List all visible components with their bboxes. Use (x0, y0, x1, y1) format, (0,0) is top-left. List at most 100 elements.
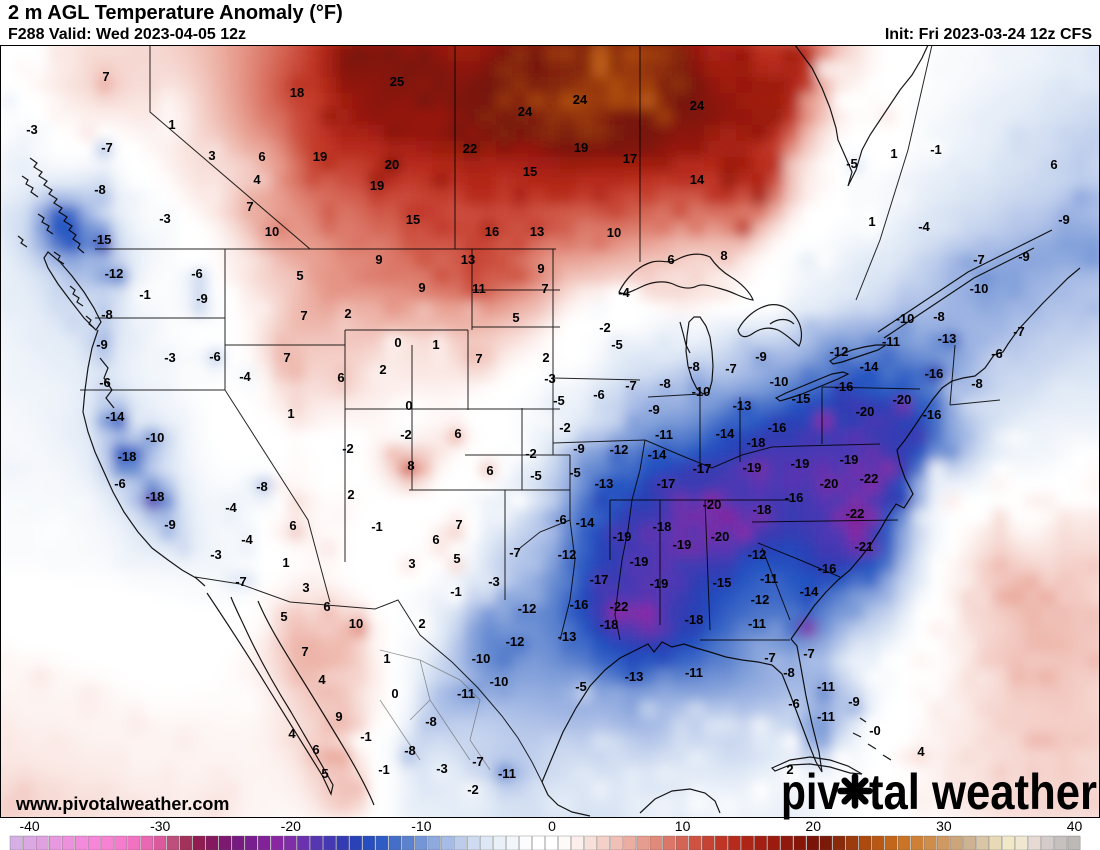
svg-text:-19: -19 (673, 537, 692, 552)
svg-text:7: 7 (301, 644, 308, 659)
svg-text:-14: -14 (860, 359, 880, 374)
svg-text:7: 7 (475, 351, 482, 366)
svg-text:5: 5 (321, 766, 328, 781)
svg-text:-14: -14 (716, 426, 736, 441)
svg-text:-7: -7 (509, 545, 521, 560)
svg-text:-20: -20 (856, 404, 875, 419)
svg-text:6: 6 (337, 370, 344, 385)
svg-text:-12: -12 (748, 547, 767, 562)
svg-text:-2: -2 (342, 441, 354, 456)
svg-text:8: 8 (720, 248, 727, 263)
svg-text:14: 14 (690, 172, 705, 187)
svg-text:10: 10 (265, 224, 279, 239)
svg-text:1: 1 (890, 146, 897, 161)
svg-text:-8: -8 (101, 307, 113, 322)
svg-text:-9: -9 (96, 337, 108, 352)
svg-text:9: 9 (375, 252, 382, 267)
svg-text:-11: -11 (882, 334, 900, 349)
svg-text:-5: -5 (569, 465, 581, 480)
svg-text:-18: -18 (600, 617, 619, 632)
svg-text:-9: -9 (164, 517, 176, 532)
svg-text:-19: -19 (630, 554, 649, 569)
svg-text:5: 5 (296, 268, 303, 283)
svg-text:6: 6 (486, 463, 493, 478)
svg-text:9: 9 (335, 709, 342, 724)
svg-text:-30: -30 (150, 818, 170, 834)
svg-text:5: 5 (512, 310, 519, 325)
svg-text:6: 6 (1050, 157, 1057, 172)
svg-text:-10: -10 (970, 281, 989, 296)
svg-text:-2: -2 (525, 446, 537, 461)
svg-text:-16: -16 (785, 490, 804, 505)
svg-text:15: 15 (523, 164, 537, 179)
svg-text:0: 0 (394, 335, 401, 350)
svg-text:13: 13 (461, 252, 475, 267)
svg-text:-40: -40 (19, 818, 39, 834)
svg-text:-12: -12 (506, 634, 525, 649)
svg-text:-2: -2 (599, 320, 611, 335)
svg-text:-14: -14 (800, 584, 820, 599)
svg-text:24: 24 (573, 92, 588, 107)
svg-text:6: 6 (312, 742, 319, 757)
svg-text:-12: -12 (518, 601, 537, 616)
svg-text:-11: -11 (655, 427, 673, 442)
svg-text:-13: -13 (938, 331, 957, 346)
svg-text:9: 9 (418, 280, 425, 295)
svg-text:4: 4 (253, 172, 261, 187)
svg-text:-7: -7 (725, 361, 737, 376)
svg-text:-11: -11 (498, 766, 516, 781)
svg-text:10: 10 (675, 818, 691, 834)
svg-text:-18: -18 (753, 502, 772, 517)
svg-text:-5: -5 (846, 156, 858, 171)
svg-text:5: 5 (453, 551, 460, 566)
svg-text:-14: -14 (576, 515, 596, 530)
svg-text:3: 3 (302, 580, 309, 595)
svg-text:-8: -8 (933, 309, 945, 324)
svg-text:-12: -12 (830, 344, 849, 359)
svg-text:-15: -15 (93, 232, 112, 247)
svg-text:-10: -10 (146, 430, 165, 445)
svg-text:-4: -4 (239, 369, 251, 384)
svg-text:-6: -6 (209, 349, 221, 364)
svg-text:-13: -13 (558, 629, 577, 644)
svg-text:-8: -8 (256, 479, 268, 494)
svg-text:8: 8 (407, 458, 414, 473)
svg-text:-15: -15 (792, 391, 811, 406)
svg-text:6: 6 (289, 518, 296, 533)
svg-text:-6: -6 (788, 696, 800, 711)
svg-text:-7: -7 (625, 378, 637, 393)
svg-text:-20: -20 (820, 476, 839, 491)
svg-text:-8: -8 (971, 376, 983, 391)
svg-text:-16: -16 (570, 597, 589, 612)
svg-text:-11: -11 (685, 665, 703, 680)
svg-text:1: 1 (868, 214, 875, 229)
svg-text:40: 40 (1067, 818, 1083, 834)
svg-text:-9: -9 (196, 291, 208, 306)
svg-text:9: 9 (537, 261, 544, 276)
svg-text:-7: -7 (1013, 324, 1025, 339)
svg-text:-1: -1 (371, 519, 383, 534)
svg-text:-3: -3 (436, 761, 448, 776)
svg-text:-2: -2 (467, 782, 479, 797)
svg-text:-10: -10 (472, 651, 491, 666)
svg-text:-9: -9 (848, 694, 860, 709)
svg-text:-14: -14 (106, 409, 126, 424)
svg-text:-18: -18 (118, 449, 137, 464)
svg-text:-19: -19 (613, 529, 632, 544)
svg-text:-20: -20 (893, 392, 912, 407)
svg-text:-11: -11 (760, 571, 778, 586)
svg-text:3: 3 (208, 148, 215, 163)
svg-text:4: 4 (917, 744, 925, 759)
svg-text:6: 6 (454, 426, 461, 441)
svg-text:-9: -9 (573, 441, 585, 456)
svg-text:piv: piv (781, 764, 840, 820)
svg-text:2: 2 (786, 762, 793, 777)
svg-text:-8: -8 (425, 714, 437, 729)
svg-text:6: 6 (258, 149, 265, 164)
svg-text:-7: -7 (235, 574, 247, 589)
svg-text:-1: -1 (139, 287, 151, 302)
svg-text:-22: -22 (846, 506, 865, 521)
svg-text:-10: -10 (411, 818, 431, 834)
svg-text:10: 10 (607, 225, 621, 240)
svg-text:7: 7 (300, 308, 307, 323)
